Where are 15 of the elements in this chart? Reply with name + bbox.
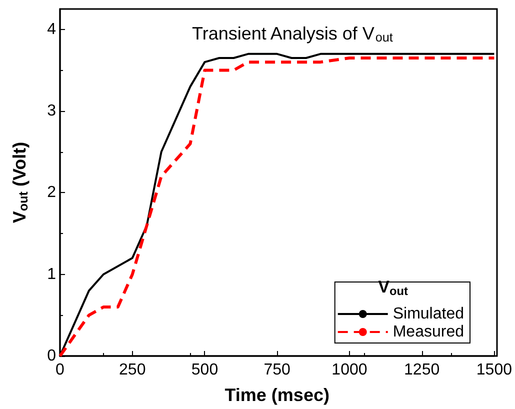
y-tick-label: 0 xyxy=(47,348,56,364)
x-tick-label: 250 xyxy=(119,362,146,378)
y-tick-label: 2 xyxy=(47,184,56,202)
x-tick-label: 1250 xyxy=(404,362,440,378)
legend-label: Simulated xyxy=(392,306,464,322)
y-axis-title: Vout (Volt) xyxy=(9,142,30,224)
y-tick-label: 4 xyxy=(47,20,56,38)
y-tick-label: 3 xyxy=(47,102,56,120)
x-tick-label: 500 xyxy=(191,362,218,378)
x-tick-label: 1000 xyxy=(332,362,368,378)
x-tick-label: 750 xyxy=(264,362,291,378)
y-tick-label: 1 xyxy=(47,266,56,283)
x-tick-label: 1500 xyxy=(476,362,512,378)
legend-label: Measured xyxy=(392,324,464,340)
x-axis-title: Time (msec) xyxy=(224,385,330,405)
